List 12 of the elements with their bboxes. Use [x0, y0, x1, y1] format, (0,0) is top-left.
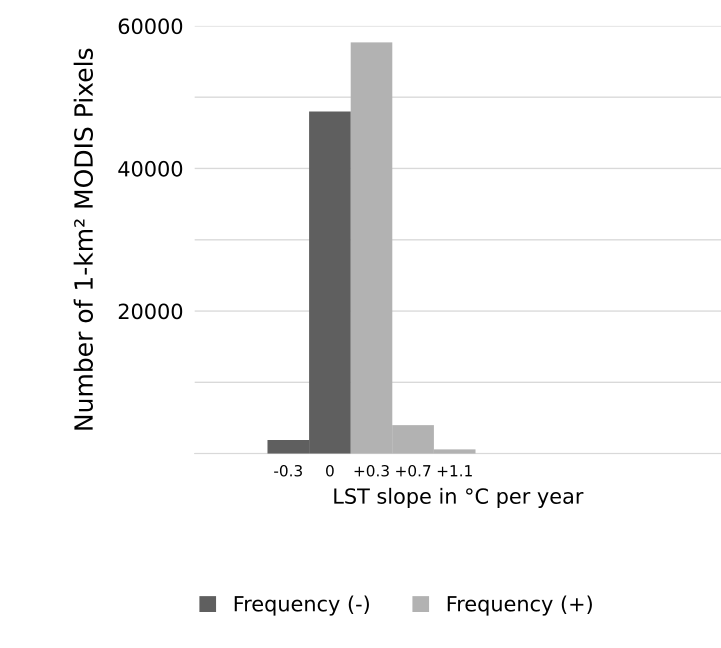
- legend-label: Frequency (-): [234, 595, 369, 616]
- x-tick-label: +0.3: [354, 464, 389, 477]
- x-tick-label: -0.3: [274, 464, 302, 477]
- y-tick-label: 60000: [118, 18, 182, 34]
- y-axis-title: Number of 1-km² MODIS Pixels: [74, 48, 93, 430]
- legend-label: Frequency (+): [448, 595, 592, 616]
- x-tick-label: +1.1: [438, 465, 472, 476]
- x-axis-title: LST slope in °C per year: [334, 488, 584, 508]
- x-tick-label: +0.7: [396, 464, 430, 477]
- x-tick-label: 0: [326, 464, 334, 477]
- y-tick-label: 40000: [118, 160, 182, 177]
- y-tick-label: 20000: [118, 303, 182, 320]
